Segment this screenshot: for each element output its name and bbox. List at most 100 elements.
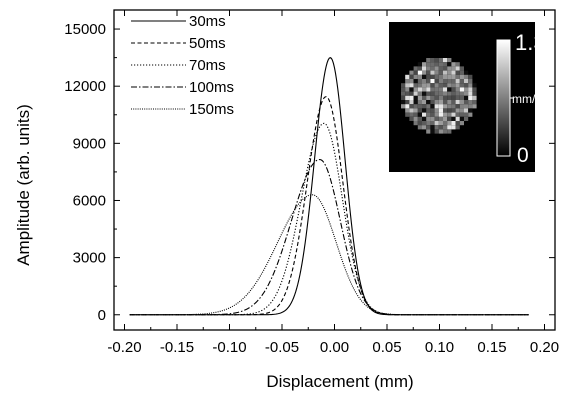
velocity-map-pixel	[455, 87, 460, 92]
velocity-map-pixel	[447, 79, 452, 84]
velocity-map-pixel	[455, 62, 460, 67]
velocity-map-pixel	[426, 66, 431, 71]
velocity-map-pixel	[468, 79, 473, 84]
velocity-map-pixel	[430, 129, 435, 134]
velocity-map-pixel	[434, 74, 439, 79]
colorbar	[496, 39, 511, 157]
velocity-map-pixel	[447, 95, 452, 100]
legend-label: 50ms	[189, 35, 226, 52]
velocity-map-pixel	[447, 108, 452, 113]
velocity-map-pixel	[409, 100, 414, 105]
velocity-map-pixel	[417, 121, 422, 126]
velocity-map-pixel	[459, 116, 464, 121]
velocity-map-pixel	[455, 121, 460, 126]
velocity-map-pixel	[472, 100, 477, 105]
velocity-map-pixel	[438, 58, 443, 63]
velocity-map-pixel	[409, 95, 414, 100]
velocity-map-pixel	[413, 74, 418, 79]
y-axis-label: Amplitude (arb. units)	[14, 104, 33, 266]
velocity-map-pixel	[426, 74, 431, 79]
velocity-map-pixel	[459, 112, 464, 117]
velocity-map-pixel	[472, 87, 477, 92]
velocity-map-pixel	[443, 62, 448, 67]
velocity-map-pixel	[468, 83, 473, 88]
velocity-map-pixel	[434, 66, 439, 71]
velocity-map-pixel	[455, 79, 460, 84]
velocity-map-pixel	[417, 116, 422, 121]
velocity-map-pixel	[409, 116, 414, 121]
x-tick-label: 0.05	[372, 339, 401, 356]
velocity-map-pixel	[422, 116, 427, 121]
velocity-map-pixel	[443, 129, 448, 134]
velocity-map-pixel	[426, 121, 431, 126]
velocity-map-pixel	[409, 74, 414, 79]
velocity-map-pixel	[451, 100, 456, 105]
velocity-map-pixel	[413, 121, 418, 126]
velocity-map-pixel	[417, 95, 422, 100]
velocity-map-pixel	[409, 108, 414, 113]
velocity-map-pixel	[409, 83, 414, 88]
velocity-map-pixel	[417, 104, 422, 109]
velocity-map-pixel	[417, 83, 422, 88]
velocity-map-pixel	[434, 125, 439, 130]
velocity-map-pixel	[413, 116, 418, 121]
velocity-map-pixel	[447, 83, 452, 88]
velocity-map-pixel	[409, 79, 414, 84]
velocity-map-pixel	[426, 62, 431, 67]
colorbar-max-label: 1.3	[515, 30, 546, 55]
velocity-map-pixel	[430, 87, 435, 92]
velocity-map-pixel	[451, 74, 456, 79]
velocity-map-pixel	[447, 125, 452, 130]
velocity-map-pixel	[430, 95, 435, 100]
velocity-map-pixel	[472, 91, 477, 96]
y-tick-label: 6000	[73, 192, 106, 209]
velocity-map-pixel	[434, 91, 439, 96]
velocity-map-pixel	[443, 83, 448, 88]
velocity-map-pixel	[464, 91, 469, 96]
velocity-map-pixel	[413, 108, 418, 113]
velocity-map-pixel	[426, 79, 431, 84]
velocity-map-pixel	[451, 112, 456, 117]
velocity-map-pixel	[434, 104, 439, 109]
velocity-map-pixel	[472, 104, 477, 109]
velocity-map-pixel	[464, 83, 469, 88]
x-tick-label: -0.15	[160, 339, 194, 356]
y-tick-label: 15000	[64, 21, 106, 38]
velocity-map-pixel	[426, 116, 431, 121]
curves	[129, 56, 529, 316]
velocity-map-pixel	[426, 58, 431, 63]
velocity-map-pixel	[468, 87, 473, 92]
velocity-map-pixel	[417, 100, 422, 105]
velocity-map-pixel	[430, 66, 435, 71]
velocity-map-pixel	[430, 104, 435, 109]
velocity-map-pixel	[413, 70, 418, 75]
velocity-map-pixel	[459, 95, 464, 100]
velocity-map-pixel	[417, 79, 422, 84]
velocity-map-pixel	[430, 108, 435, 113]
velocity-map-pixel	[430, 74, 435, 79]
velocity-map-pixel	[422, 83, 427, 88]
velocity-map-pixel	[447, 62, 452, 67]
y-tick-label: 3000	[73, 250, 106, 267]
velocity-map-pixel	[422, 121, 427, 126]
velocity-map-pixel	[447, 100, 452, 105]
legend-label: 30ms	[189, 13, 226, 30]
velocity-map-pixel	[413, 104, 418, 109]
velocity-map-pixel	[451, 116, 456, 121]
y-axis-ticks: 0 3000 6000 9000 12000 15000	[64, 21, 555, 324]
legend: 30ms 50ms 70ms 100ms 150ms	[131, 13, 234, 118]
velocity-map-pixel	[417, 125, 422, 130]
series-line-100ms	[129, 158, 529, 316]
velocity-map-pixel	[417, 70, 422, 75]
velocity-map-pixel	[468, 108, 473, 113]
velocity-map-pixel	[438, 108, 443, 113]
velocity-map-pixel	[401, 100, 406, 105]
velocity-map-pixel	[455, 104, 460, 109]
velocity-map-pixel	[422, 79, 427, 84]
velocity-map-pixel	[451, 121, 456, 126]
velocity-map-pixel	[451, 66, 456, 71]
velocity-map-pixel	[434, 79, 439, 84]
velocity-map-pixel	[438, 121, 443, 126]
velocity-map-pixel	[434, 108, 439, 113]
velocity-map-pixel	[422, 125, 427, 130]
